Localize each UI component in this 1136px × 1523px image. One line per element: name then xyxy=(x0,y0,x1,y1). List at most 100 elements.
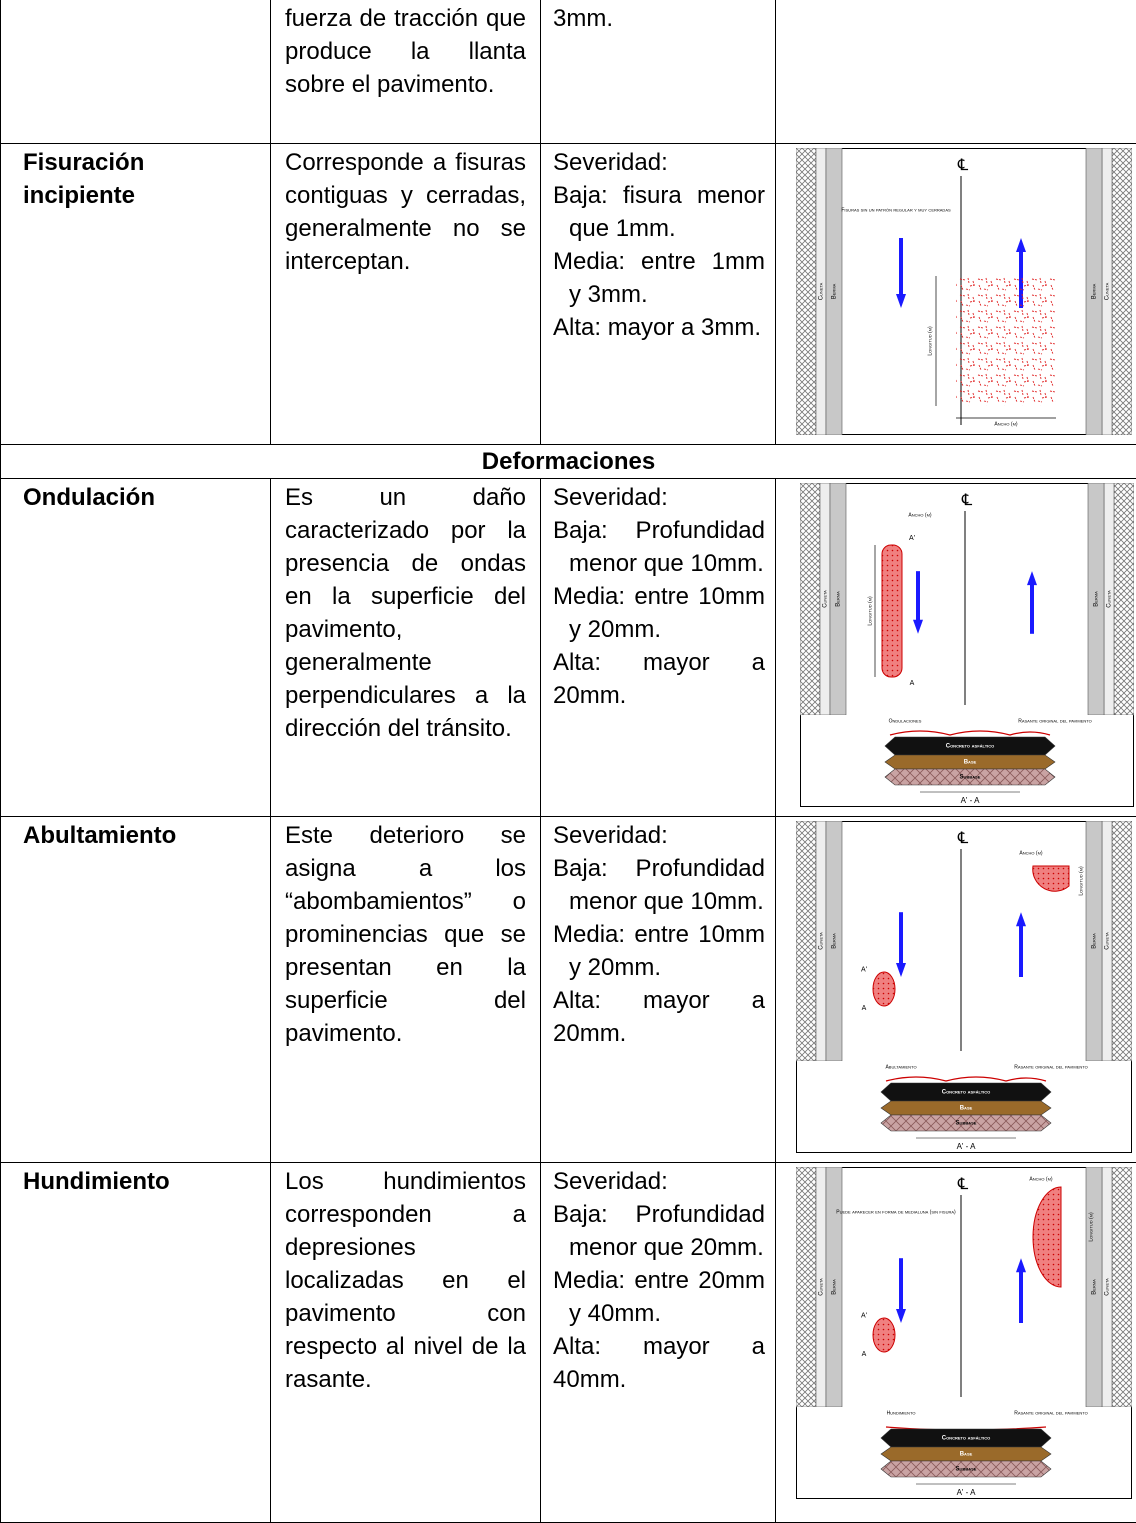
figure-label: Longitud (m) xyxy=(1078,866,1084,896)
figure-cell: Cuneta Berma Cuneta Berma ℄ Fisuras sin un pa… xyxy=(776,143,1136,444)
figure-label: Base xyxy=(964,759,977,765)
damage-area xyxy=(882,545,902,677)
severity-label: Severidad: xyxy=(553,1165,765,1198)
figure-label: Rasante original del pavimento xyxy=(1018,718,1092,724)
severity: 3mm. xyxy=(541,0,776,143)
figure-label: Rasante original del pavimento xyxy=(1014,1410,1088,1416)
figure: Cuneta Berma Cuneta Berma ℄ Ancho (m) Longitud… xyxy=(796,821,1132,1153)
table-row: Ondulación Es un daño caracterizado por … xyxy=(1,478,1136,816)
figure-label: Subbase xyxy=(956,1466,977,1472)
cuneta-hatch xyxy=(796,1167,816,1407)
figure-label: Berma xyxy=(836,590,842,606)
damage-name: Hundimiento xyxy=(1,1162,271,1522)
figure-label: Cuneta xyxy=(819,282,825,300)
figure-label: Cuneta xyxy=(1107,589,1113,607)
cuneta-hatch xyxy=(796,148,816,435)
severity-label: Severidad: xyxy=(553,146,765,179)
figure-label: ℄ xyxy=(957,830,969,847)
severity-level: Alta: mayor a 40mm. xyxy=(553,1330,765,1396)
figure-label: A' xyxy=(861,1312,867,1319)
damage-area xyxy=(873,1318,895,1352)
figure-label: Cuneta xyxy=(1105,931,1111,949)
figure-label: A xyxy=(862,1351,867,1358)
figure-label: Cuneta xyxy=(1105,282,1111,300)
severity-level: Media: entre 20mm y 40mm. xyxy=(553,1264,765,1330)
figure-label: Longitud (m) xyxy=(867,596,873,626)
figure-label: A' - A xyxy=(961,796,981,805)
figure-label: A' - A xyxy=(957,1142,977,1151)
table-row: Abultamiento Este deterioro se asigna a … xyxy=(1,816,1136,1162)
cuneta-hatch xyxy=(1112,148,1132,435)
severity: Severidad:Baja: Profundidad menor que 20… xyxy=(541,1162,776,1522)
figure-label: Berma xyxy=(1092,932,1098,948)
figure-label: Concreto asfáltico xyxy=(942,1435,991,1441)
severity-label: Severidad: xyxy=(553,819,765,852)
severity-level: Baja: Profundidad menor que 20mm. xyxy=(553,1198,765,1264)
table-row: fuerza de tracción que produce la llanta… xyxy=(1,0,1136,143)
figure-label: Berma xyxy=(832,1278,838,1294)
severity-label: Severidad: xyxy=(553,481,765,514)
figure-label: Longitud (m) xyxy=(927,326,933,356)
severity: Severidad:Baja: Profundidad menor que 10… xyxy=(541,816,776,1162)
figure-label: Cuneta xyxy=(819,1277,825,1295)
severity-level: Media: entre 10mm y 20mm. xyxy=(553,918,765,984)
figure-label: Berma xyxy=(832,932,838,948)
table-row: Hundimiento Los hundimientos corresponde… xyxy=(1,1162,1136,1522)
severity-level: Baja: Profundidad menor que 10mm. xyxy=(553,852,765,918)
cuneta-hatch xyxy=(1114,483,1134,715)
section-row: Deformaciones xyxy=(1,444,1136,478)
page: fuerza de tracción que produce la llanta… xyxy=(0,0,1136,1485)
damage-name: Fisuración incipiente xyxy=(1,143,271,444)
figure-label: Ancho (m) xyxy=(1019,850,1042,856)
cuneta-hatch xyxy=(800,483,820,715)
figure-label: ℄ xyxy=(961,492,973,509)
figure-label: Rasante original del pavimento xyxy=(1014,1064,1088,1070)
figure-label: Concreto asfáltico xyxy=(942,1089,991,1095)
figure-label: ℄ xyxy=(957,1176,969,1193)
section-heading: Deformaciones xyxy=(1,444,1136,478)
severity: Severidad:Baja: Profundidad menor que 10… xyxy=(541,478,776,816)
figure-label: ℄ xyxy=(957,157,969,174)
damage-name: Abultamiento xyxy=(1,816,271,1162)
figure-label: Abultamiento xyxy=(885,1064,916,1070)
figure-label: Longitud (m) xyxy=(1088,1212,1094,1242)
damage-name: Ondulación xyxy=(1,478,271,816)
figure-label: A' - A xyxy=(957,1488,977,1497)
severity-level: Alta: mayor a 20mm. xyxy=(553,984,765,1050)
severity-level: Baja: fisura menor que 1mm. xyxy=(553,179,765,245)
figure-label: Berma xyxy=(1092,283,1098,299)
table-row: Fisuración incipiente Corresponde a fisu… xyxy=(1,143,1136,444)
cuneta-hatch xyxy=(1112,821,1132,1061)
figure-label: Berma xyxy=(1092,1278,1098,1294)
description: Corresponde a fisuras contiguas y cerrad… xyxy=(271,143,541,444)
cuneta-hatch xyxy=(1112,1167,1132,1407)
name-cell xyxy=(1,0,271,143)
figure-label: A' xyxy=(861,966,867,973)
severity-level: Media: entre 1mm y 3mm. xyxy=(553,245,765,311)
figure-label: Ancho (m) xyxy=(994,421,1017,427)
figure-label: Ancho (m) xyxy=(908,512,931,518)
figure: Cuneta Berma Cuneta Berma ℄ Fisuras sin un pa… xyxy=(796,148,1132,435)
figure-label: A xyxy=(862,1005,867,1012)
figure-label: Cuneta xyxy=(819,931,825,949)
severity: Severidad:Baja: fisura menor que 1mm.Med… xyxy=(541,143,776,444)
figure-label: Berma xyxy=(832,283,838,299)
severity-level: Alta: mayor a 3mm. xyxy=(553,311,765,344)
figure-label: Cuneta xyxy=(1105,1277,1111,1295)
figure-label: Fisuras sin un patrón regular y muy cerr… xyxy=(841,207,951,213)
severity-level: Baja: Profundidad menor que 10mm. xyxy=(553,514,765,580)
description: Este deterioro se asigna a los “abombami… xyxy=(271,816,541,1162)
figure-cell xyxy=(776,0,1136,143)
damage-area xyxy=(873,972,895,1006)
description: fuerza de tracción que produce la llanta… xyxy=(271,0,541,143)
figure-cell: Cuneta Berma Cuneta Berma ℄ Ancho (m) Longitud… xyxy=(776,816,1136,1162)
figure-label: Base xyxy=(960,1451,973,1457)
figure-label: Puede aparecer en forma de medialuna (si… xyxy=(836,1209,956,1215)
figure-label: Ondulaciones xyxy=(889,718,922,724)
figure-label: Berma xyxy=(1094,590,1100,606)
severity-level: Alta: mayor a 20mm. xyxy=(553,646,765,712)
